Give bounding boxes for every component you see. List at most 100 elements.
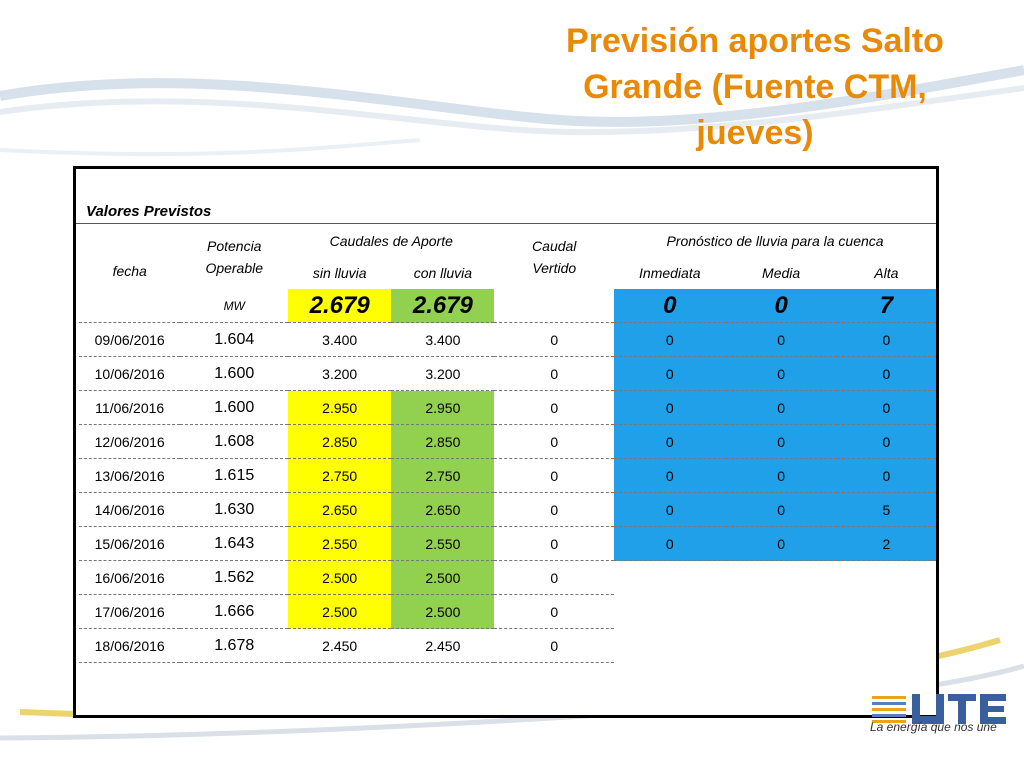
header-media: Media: [762, 265, 801, 281]
summary-sin-lluvia: 2.679: [288, 289, 392, 323]
cell-inmediata: [614, 561, 725, 595]
table-row: 12/06/2016 1.608 2.850 2.850 0 0 0 0: [79, 424, 936, 459]
summary-row: MW 2.679 2.679 0 0 7: [79, 289, 936, 323]
table-row: 13/06/2016 1.615 2.750 2.750 0 0 0 0: [79, 458, 936, 493]
header-caudal-vertido: Caudal Vertido: [532, 238, 577, 276]
slide-title: Previsión aportes Salto Grande (Fuente C…: [566, 22, 944, 152]
table-row: 09/06/2016 1.604 3.400 3.400 0 0 0 0: [79, 322, 936, 357]
header-potencia: Potencia Operable: [205, 238, 264, 276]
cell-media: 0: [725, 526, 837, 561]
cell-caudal-vertido: 0: [494, 424, 615, 459]
summary-media: 0: [725, 289, 837, 323]
cell-caudal-vertido: 0: [494, 356, 615, 391]
cell-alta: [837, 561, 936, 595]
cell-sin-lluvia: 2.950: [288, 390, 392, 425]
cell-media: 0: [725, 492, 837, 527]
summary-con-lluvia: 2.679: [391, 289, 495, 323]
cell-alta: 0: [836, 356, 936, 391]
cell-sin-lluvia: 3.400: [288, 322, 392, 357]
cell-sin-lluvia: 3.200: [288, 356, 392, 391]
header-pronostico: Pronóstico de lluvia para la cuenca: [666, 233, 884, 249]
header-inmediata: Inmediata: [639, 265, 701, 281]
header-sin-lluvia: sin lluvia: [312, 265, 367, 281]
cell-con-lluvia: 3.400: [391, 322, 495, 357]
cell-caudal-vertido: 0: [494, 560, 615, 595]
header-caudales: Caudales de Aporte: [329, 233, 453, 249]
summary-fecha: [79, 289, 181, 323]
cell-media: 0: [725, 424, 837, 459]
cell-alta: 5: [836, 492, 936, 527]
cell-alta: 0: [836, 390, 936, 425]
header-row-2: sin lluvia con lluvia Inmediata Media Al…: [79, 257, 936, 289]
cell-caudal-vertido: 0: [494, 390, 615, 425]
header-row-1: fecha Potencia Operable Caudales de Apor…: [79, 225, 936, 279]
cell-potencia: 1.615: [180, 458, 289, 493]
header-con-lluvia: con lluvia: [413, 265, 473, 281]
logo-tagline: La energía que nos une: [870, 720, 997, 734]
table-row: 18/06/2016 1.678 2.450 2.450 0: [79, 628, 936, 663]
cell-potencia: 1.630: [180, 492, 289, 527]
summary-unit: MW: [180, 289, 289, 323]
cell-potencia: 1.643: [180, 526, 289, 561]
cell-inmediata: [614, 629, 725, 663]
cell-fecha: 17/06/2016: [79, 594, 181, 629]
cell-fecha: 11/06/2016: [79, 390, 181, 425]
header-divider: [76, 223, 936, 224]
table-footer-spacer: [79, 663, 936, 719]
cell-alta: [837, 595, 936, 629]
cell-media: [726, 629, 837, 663]
cell-inmediata: 0: [614, 390, 726, 425]
header-alta: Alta: [874, 265, 899, 281]
cell-potencia: 1.600: [180, 390, 289, 425]
logo-letters: [912, 694, 1006, 724]
cell-alta: 2: [836, 526, 936, 561]
cell-caudal-vertido: 0: [494, 322, 615, 357]
summary-alta: 7: [836, 289, 936, 323]
cell-caudal-vertido: 0: [494, 492, 615, 527]
cell-sin-lluvia: 2.500: [288, 594, 392, 629]
cell-sin-lluvia: 2.450: [288, 628, 392, 663]
cell-fecha: 13/06/2016: [79, 458, 181, 493]
cell-potencia: 1.600: [180, 356, 289, 391]
cell-alta: 0: [836, 322, 936, 357]
forecast-table: fecha Potencia Operable Caudales de Apor…: [79, 225, 936, 718]
cell-inmediata: [614, 595, 725, 629]
cell-potencia: 1.604: [180, 322, 289, 357]
cell-con-lluvia: 2.650: [391, 492, 495, 527]
cell-inmediata: 0: [614, 492, 726, 527]
cell-fecha: 14/06/2016: [79, 492, 181, 527]
cell-caudal-vertido: 0: [494, 458, 615, 493]
cell-media: 0: [725, 322, 837, 357]
table-row: 16/06/2016 1.562 2.500 2.500 0: [79, 560, 936, 595]
table-row: 14/06/2016 1.630 2.650 2.650 0 0 0 5: [79, 492, 936, 527]
ute-logo: [872, 694, 1006, 724]
cell-con-lluvia: 2.500: [391, 560, 495, 595]
header-fecha: fecha: [112, 263, 147, 279]
cell-con-lluvia: 2.550: [391, 526, 495, 561]
cell-sin-lluvia: 2.650: [288, 492, 392, 527]
table-row: 17/06/2016 1.666 2.500 2.500 0: [79, 594, 936, 629]
cell-con-lluvia: 3.200: [391, 356, 495, 391]
cell-inmediata: 0: [614, 322, 726, 357]
logo-stripes: [872, 696, 906, 723]
cell-caudal-vertido: 0: [494, 594, 615, 629]
cell-con-lluvia: 2.450: [391, 628, 495, 663]
cell-alta: 0: [836, 458, 936, 493]
cell-media: 0: [725, 390, 837, 425]
cell-fecha: 15/06/2016: [79, 526, 181, 561]
table-row: 11/06/2016 1.600 2.950 2.950 0 0 0 0: [79, 390, 936, 425]
forecast-table-panel: Valores Previstos fecha Potencia Operabl…: [73, 166, 939, 718]
cell-sin-lluvia: 2.850: [288, 424, 392, 459]
cell-potencia: 1.666: [180, 594, 289, 629]
cell-fecha: 10/06/2016: [79, 356, 181, 391]
cell-sin-lluvia: 2.550: [288, 526, 392, 561]
cell-potencia: 1.608: [180, 424, 289, 459]
cell-inmediata: 0: [614, 458, 726, 493]
cell-alta: [837, 629, 936, 663]
cell-inmediata: 0: [614, 356, 726, 391]
cell-media: [726, 561, 837, 595]
cell-sin-lluvia: 2.500: [288, 560, 392, 595]
cell-fecha: 12/06/2016: [79, 424, 181, 459]
cell-inmediata: 0: [614, 526, 726, 561]
cell-sin-lluvia: 2.750: [288, 458, 392, 493]
